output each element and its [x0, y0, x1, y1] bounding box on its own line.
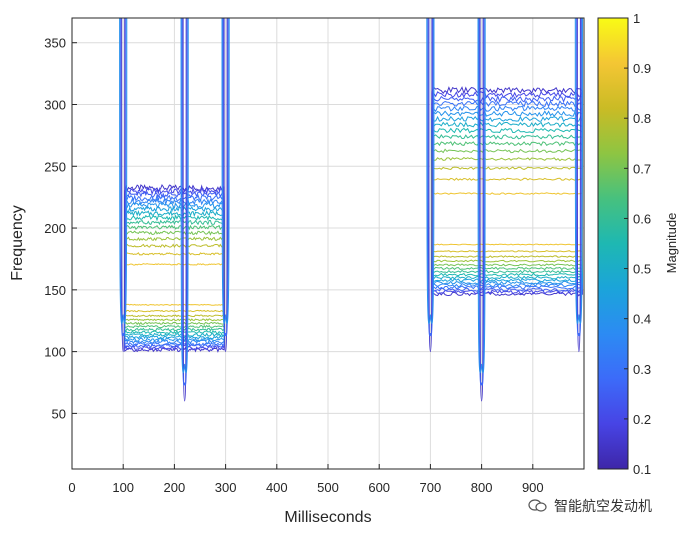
contour-line — [431, 192, 583, 246]
transient-spike — [575, 18, 582, 337]
plot-area — [119, 18, 583, 402]
grid — [71, 18, 584, 469]
y-tick-label: 350 — [44, 36, 66, 51]
contour-line — [124, 186, 225, 351]
transient-spike — [180, 18, 189, 374]
colorbar-tick-label: 0.7 — [633, 161, 651, 176]
watermark-text: 智能航空发动机 — [554, 499, 652, 515]
contour-line — [124, 202, 225, 343]
colorbar-tick-label: 0.9 — [633, 61, 651, 76]
contour-line — [431, 133, 583, 274]
transient-spike — [120, 18, 127, 337]
contour-line — [431, 105, 583, 288]
y-tick-label: 150 — [44, 283, 66, 298]
colorbar-tick-label: 0.1 — [633, 462, 651, 477]
transient-spike — [478, 18, 485, 386]
tick-labels: 0 100 200 300 400 500 600 700 800 900 50 100 150 200 2… — [44, 36, 543, 495]
x-tick-label: 800 — [471, 480, 493, 495]
wechat-icon — [528, 499, 547, 512]
transient-spike — [428, 18, 433, 353]
transient-spike — [223, 18, 228, 353]
watermark: 智能航空发动机 — [528, 496, 652, 516]
contour-line — [124, 183, 225, 353]
contour-line — [431, 100, 583, 291]
contour-line — [124, 210, 225, 338]
x-tick-label: 400 — [266, 480, 288, 495]
colorbar-label: Magnitude — [664, 213, 679, 274]
contour-line — [124, 194, 225, 347]
colorbar-gradient — [597, 17, 629, 470]
transient-spike — [576, 18, 581, 353]
x-tick-label: 200 — [164, 480, 186, 495]
y-axis-label: Frequency — [9, 205, 26, 281]
x-tick-label: 600 — [368, 480, 390, 495]
transient-spike — [479, 18, 484, 402]
colorbar-tick-label: 0.2 — [633, 412, 651, 427]
colorbar-tick-label: 0.4 — [633, 312, 651, 327]
colorbar-tick-label: 0.5 — [633, 262, 651, 277]
colorbar: 0.1 0.2 0.3 0.4 0.5 0.6 0.7 0.8 0.9 1 — [597, 11, 651, 477]
transient-spike — [477, 18, 486, 374]
contour-lines — [119, 18, 583, 402]
contour-line — [124, 197, 225, 345]
transient-spike — [182, 18, 187, 402]
y-tick-label: 50 — [52, 406, 66, 421]
transient-spike — [221, 18, 230, 324]
colorbar-tick-label: 1 — [633, 11, 640, 26]
x-tick-label: 0 — [68, 480, 75, 495]
transient-spike — [427, 18, 434, 337]
y-tick-label: 250 — [44, 159, 66, 174]
transient-spike — [574, 18, 583, 324]
colorbar-tick-label: 0.6 — [633, 211, 651, 226]
x-tick-label: 500 — [317, 480, 339, 495]
x-tick-label: 300 — [215, 480, 237, 495]
contour-line — [431, 156, 583, 263]
colorbar-tick-label: 0.3 — [633, 362, 651, 377]
x-tick-label: 100 — [112, 480, 134, 495]
colorbar-tick-label: 0.8 — [633, 111, 651, 126]
transient-spike — [119, 18, 128, 324]
transient-spike — [426, 18, 435, 324]
x-tick-label: 900 — [522, 480, 544, 495]
x-axis-label: Milliseconds — [284, 509, 371, 526]
contour-line — [431, 177, 583, 253]
y-tick-label: 300 — [44, 97, 66, 112]
transient-spike — [181, 18, 188, 386]
x-tick-label: 700 — [420, 480, 442, 495]
y-tick-label: 200 — [44, 221, 66, 236]
y-tick-label: 100 — [44, 345, 66, 360]
transient-spike — [121, 18, 126, 353]
transient-spike — [222, 18, 229, 337]
